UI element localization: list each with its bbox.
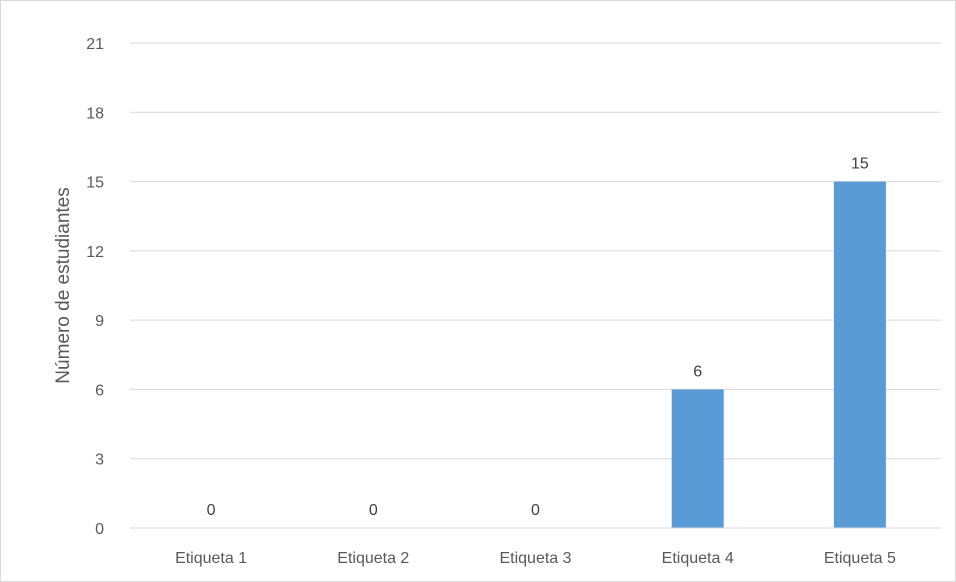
y-tick-label: 0 [95, 521, 104, 538]
data-label: 0 [369, 502, 378, 519]
x-tick-label: Etiqueta 3 [499, 550, 571, 567]
x-tick-label: Etiqueta 2 [337, 550, 409, 567]
data-labels: 0 0 0 6 15 [207, 156, 869, 519]
x-tick-label: Etiqueta 4 [662, 550, 734, 567]
data-label: 0 [531, 502, 540, 519]
y-tick-label: 3 [95, 452, 104, 469]
bar [833, 181, 886, 529]
x-tick-label: Etiqueta 1 [175, 550, 247, 567]
y-tick-label: 18 [86, 105, 104, 122]
bar [671, 389, 724, 528]
y-axis-ticks: 0 3 6 9 12 15 18 21 [86, 36, 104, 538]
y-tick-label: 15 [86, 175, 104, 192]
y-tick-label: 12 [86, 244, 104, 261]
x-tick-label: Etiqueta 5 [824, 550, 896, 567]
y-tick-label: 6 [95, 382, 104, 399]
y-tick-label: 9 [95, 313, 104, 330]
data-label: 15 [851, 156, 869, 173]
data-label: 0 [207, 502, 216, 519]
y-axis-title: Número de estudiantes [53, 187, 74, 383]
data-label: 6 [693, 363, 702, 380]
y-tick-label: 21 [86, 36, 104, 53]
x-axis-ticks: Etiqueta 1 Etiqueta 2 Etiqueta 3 Etiqueta 4… [175, 550, 896, 567]
bars [671, 181, 886, 529]
gridlines [130, 42, 941, 460]
